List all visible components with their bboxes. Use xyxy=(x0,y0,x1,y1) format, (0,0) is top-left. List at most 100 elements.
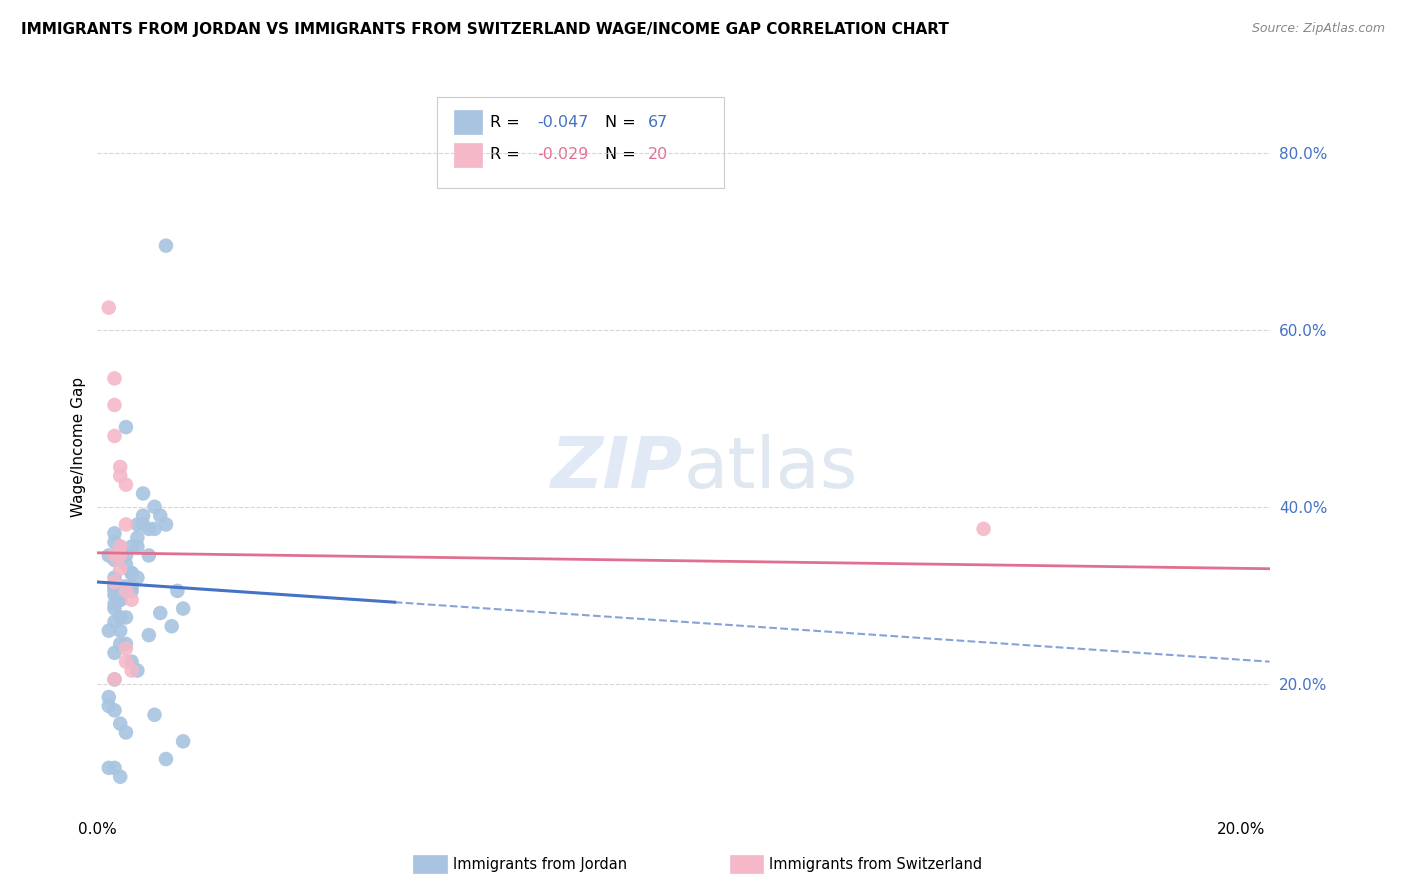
Point xyxy=(103,597,125,611)
Point xyxy=(132,517,155,532)
Point xyxy=(172,601,194,615)
Point xyxy=(121,566,143,581)
Point xyxy=(121,583,143,598)
Text: Source: ZipAtlas.com: Source: ZipAtlas.com xyxy=(1251,22,1385,36)
Point xyxy=(143,522,166,536)
Point xyxy=(103,615,125,629)
Point xyxy=(103,429,125,443)
Text: N =: N = xyxy=(605,114,641,129)
Point xyxy=(138,522,160,536)
Point xyxy=(110,459,132,474)
Point xyxy=(115,637,138,651)
FancyBboxPatch shape xyxy=(454,144,482,167)
Point xyxy=(132,486,155,500)
Point xyxy=(121,655,143,669)
Text: Immigrants from Switzerland: Immigrants from Switzerland xyxy=(769,857,983,871)
Text: 67: 67 xyxy=(648,114,668,129)
Point xyxy=(172,734,194,748)
Point xyxy=(103,703,125,717)
Point xyxy=(103,583,125,598)
Point xyxy=(127,664,149,678)
Point xyxy=(115,655,138,669)
Point xyxy=(127,540,149,554)
Point xyxy=(115,583,138,598)
Point xyxy=(115,549,138,563)
Point xyxy=(121,592,143,607)
Text: -0.029: -0.029 xyxy=(537,147,588,162)
Point xyxy=(127,517,149,532)
Point xyxy=(97,690,120,704)
Text: R =: R = xyxy=(491,147,524,162)
Text: R =: R = xyxy=(491,114,524,129)
Point xyxy=(103,579,125,593)
Point xyxy=(115,610,138,624)
Point xyxy=(155,517,177,532)
Point xyxy=(103,549,125,563)
Text: IMMIGRANTS FROM JORDAN VS IMMIGRANTS FROM SWITZERLAND WAGE/INCOME GAP CORRELATIO: IMMIGRANTS FROM JORDAN VS IMMIGRANTS FRO… xyxy=(21,22,949,37)
Point xyxy=(110,540,132,554)
Point xyxy=(103,553,125,567)
Point xyxy=(97,761,120,775)
Point xyxy=(110,592,132,607)
Point xyxy=(115,558,138,572)
Point xyxy=(110,716,132,731)
Point xyxy=(132,508,155,523)
Point xyxy=(110,624,132,638)
Text: ZIP: ZIP xyxy=(551,434,683,503)
Point xyxy=(103,588,125,602)
Point xyxy=(103,371,125,385)
Point xyxy=(121,540,143,554)
Point xyxy=(103,601,125,615)
Point xyxy=(110,549,132,563)
Point xyxy=(160,619,183,633)
Point xyxy=(121,566,143,581)
Point xyxy=(103,571,125,585)
Point xyxy=(121,664,143,678)
Point xyxy=(127,571,149,585)
Text: -0.047: -0.047 xyxy=(537,114,588,129)
Point xyxy=(121,579,143,593)
Point xyxy=(110,770,132,784)
Point xyxy=(97,549,120,563)
Point xyxy=(110,468,132,483)
Text: atlas: atlas xyxy=(683,434,858,503)
Point xyxy=(115,579,138,593)
Point xyxy=(115,725,138,739)
Point xyxy=(166,583,188,598)
Point xyxy=(110,592,132,607)
Point xyxy=(103,761,125,775)
Point xyxy=(103,574,125,589)
Point xyxy=(110,610,132,624)
Text: 20: 20 xyxy=(648,147,668,162)
Point xyxy=(143,500,166,514)
Point xyxy=(110,637,132,651)
Point xyxy=(103,673,125,687)
Y-axis label: Wage/Income Gap: Wage/Income Gap xyxy=(72,377,86,517)
Point xyxy=(115,583,138,598)
Point xyxy=(103,673,125,687)
Point xyxy=(138,549,160,563)
Point xyxy=(115,420,138,434)
FancyBboxPatch shape xyxy=(454,111,482,134)
Point xyxy=(138,628,160,642)
Text: N =: N = xyxy=(605,147,641,162)
Point xyxy=(103,646,125,660)
Point xyxy=(110,562,132,576)
FancyBboxPatch shape xyxy=(437,96,724,188)
Point xyxy=(110,540,132,554)
Point xyxy=(115,517,138,532)
Point xyxy=(97,624,120,638)
Point xyxy=(149,508,172,523)
Point xyxy=(110,549,132,563)
Point xyxy=(103,579,125,593)
Point xyxy=(103,535,125,549)
Point xyxy=(115,477,138,491)
Point xyxy=(110,579,132,593)
Point xyxy=(115,641,138,656)
Point xyxy=(127,531,149,545)
Point xyxy=(103,526,125,541)
Point xyxy=(103,398,125,412)
Point xyxy=(97,698,120,713)
Point xyxy=(973,522,995,536)
Point xyxy=(143,707,166,722)
